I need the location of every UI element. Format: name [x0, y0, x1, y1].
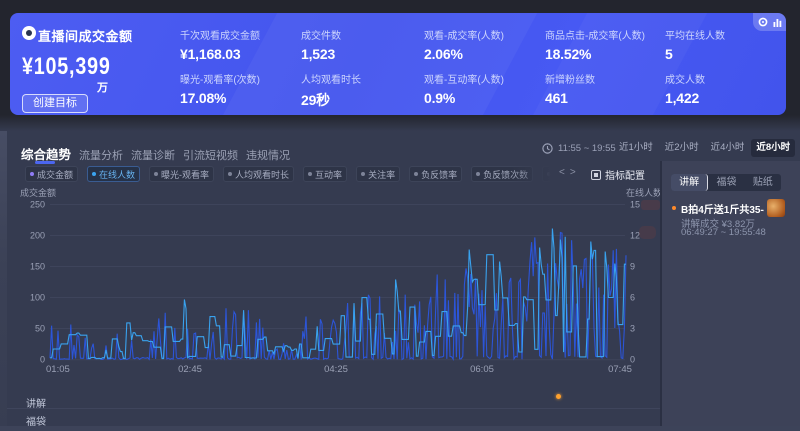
- svg-text:0: 0: [630, 355, 635, 365]
- svg-text:04:25: 04:25: [324, 364, 348, 375]
- svg-text:在线人数: 在线人数: [626, 187, 660, 198]
- svg-text:100: 100: [30, 293, 45, 303]
- svg-text:07:45: 07:45: [608, 364, 632, 375]
- svg-text:3: 3: [630, 324, 635, 334]
- svg-text:6: 6: [630, 293, 635, 303]
- svg-text:成交金额: 成交金额: [20, 187, 56, 198]
- svg-text:02:45: 02:45: [178, 364, 202, 375]
- svg-text:15: 15: [630, 200, 640, 210]
- svg-text:50: 50: [35, 324, 45, 334]
- svg-text:01:05: 01:05: [46, 364, 70, 375]
- svg-text:06:05: 06:05: [470, 364, 494, 375]
- svg-text:12: 12: [630, 231, 640, 241]
- svg-text:200: 200: [30, 231, 45, 241]
- svg-text:150: 150: [30, 262, 45, 272]
- svg-text:9: 9: [630, 262, 635, 272]
- svg-text:250: 250: [30, 200, 45, 210]
- svg-text:0: 0: [40, 355, 45, 365]
